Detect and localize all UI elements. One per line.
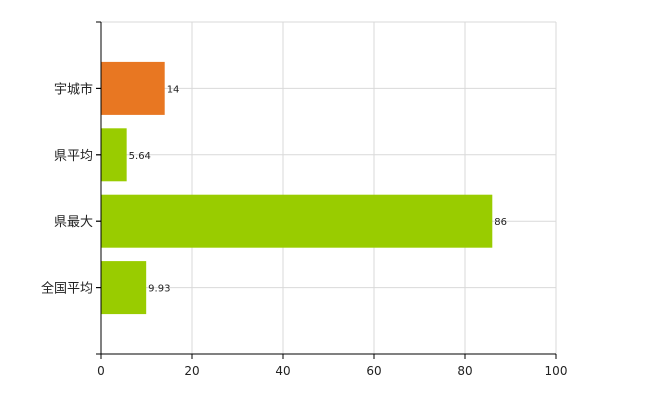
x-tick-label: 100 [545, 364, 568, 378]
data-label: 14 [167, 84, 180, 95]
x-tick-label: 20 [184, 364, 199, 378]
data-label: 5.64 [129, 151, 151, 162]
bars-layer [101, 61, 493, 315]
x-tick-label: 60 [366, 364, 381, 378]
category-label: 宇城市 [54, 81, 93, 97]
x-tick-label: 0 [97, 364, 105, 378]
bar [101, 128, 127, 182]
category-label: 県最大 [54, 215, 93, 230]
axis-layer [96, 21, 557, 359]
bar [101, 261, 147, 315]
data-label: 86 [494, 217, 507, 228]
bar [101, 194, 493, 248]
x-tick-label: 80 [457, 364, 472, 378]
category-label: 全国平均 [41, 281, 93, 297]
category-label: 県平均 [54, 149, 93, 164]
x-tick-label: 40 [275, 364, 290, 378]
data-label: 9.93 [148, 284, 170, 295]
grid-layer [101, 21, 557, 354]
bar [101, 61, 165, 115]
